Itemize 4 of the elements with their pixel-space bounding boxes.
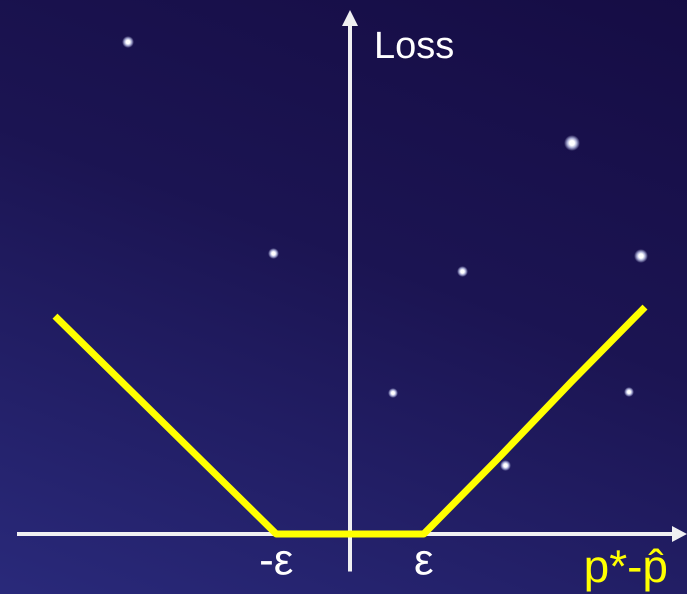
x-axis-title: p*-p̂ [584,540,668,592]
x-tick-label: -ε [259,536,294,585]
text: Loss [374,25,454,67]
x-tick-label: ε [414,536,434,585]
